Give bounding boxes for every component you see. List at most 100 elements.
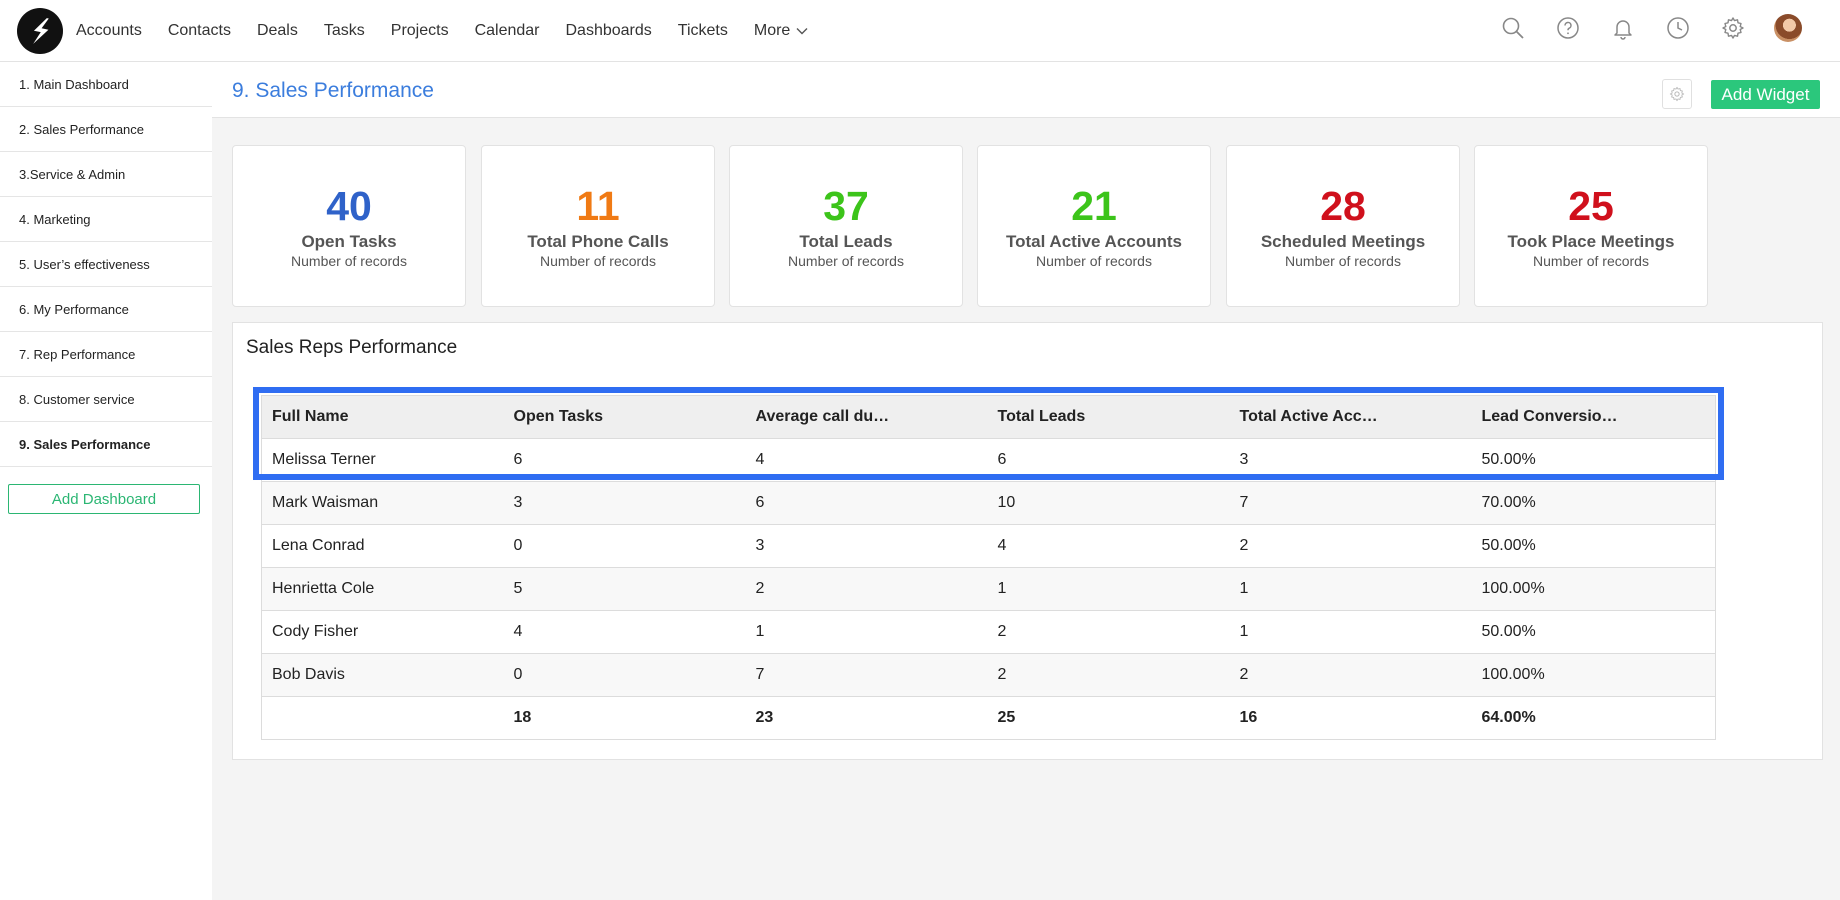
sidebar-item[interactable]: 8. Customer service bbox=[0, 377, 212, 422]
column-header[interactable]: Total Leads bbox=[987, 395, 1230, 439]
table-cell: 5 bbox=[503, 567, 746, 611]
user-avatar[interactable] bbox=[1774, 14, 1802, 42]
sidebar-item[interactable]: 1. Main Dashboard bbox=[0, 62, 212, 107]
table-cell: 50.00% bbox=[1471, 610, 1716, 654]
table-cell: 3 bbox=[503, 481, 746, 525]
table-cell: 1 bbox=[745, 610, 988, 654]
kpi-value: 40 bbox=[326, 183, 372, 229]
table-cell: 1 bbox=[1229, 567, 1472, 611]
search-icon[interactable] bbox=[1499, 14, 1527, 42]
kpi-value: 21 bbox=[1071, 183, 1117, 229]
table-cell: 0 bbox=[503, 653, 746, 697]
total-cell: 23 bbox=[745, 696, 988, 740]
sales-reps-table: Full Name Open Tasks Average call du… Total… bbox=[261, 395, 1716, 740]
nav-link-label: Accounts bbox=[76, 22, 142, 39]
sales-reps-panel: Sales Reps Performance Full Name Open Tas… bbox=[232, 322, 1823, 760]
nav-icons bbox=[1472, 14, 1802, 42]
nav-link-label: Tasks bbox=[323, 22, 365, 39]
kpi-subtitle: Number of records bbox=[1285, 253, 1401, 269]
sidebar-item[interactable]: 6. My Performance bbox=[0, 287, 212, 332]
total-cell: 16 bbox=[1229, 696, 1472, 740]
dashboard-settings-button[interactable] bbox=[1662, 79, 1692, 109]
nav-link-dashboards[interactable]: Dashboards bbox=[566, 22, 652, 40]
kpi-label: Total Active Accounts bbox=[1005, 232, 1182, 251]
app-logo[interactable] bbox=[17, 8, 63, 54]
nav-link-calendar[interactable]: Calendar bbox=[475, 22, 540, 40]
table-cell: 1 bbox=[987, 567, 1230, 611]
table-cell: 3 bbox=[1229, 438, 1472, 482]
sidebar-item[interactable]: 5. User’s effectiveness bbox=[0, 242, 212, 287]
bell-icon[interactable] bbox=[1609, 14, 1637, 42]
table-row[interactable]: Cody Fisher 4 1 2 1 50.00% bbox=[261, 610, 1716, 654]
table-row[interactable]: Henrietta Cole 5 2 1 1 100.00% bbox=[261, 567, 1716, 611]
table-row[interactable]: Melissa Terner 6 4 6 3 50.00% bbox=[261, 438, 1716, 482]
kpi-label: Open Tasks bbox=[301, 232, 397, 251]
column-header[interactable]: Average call du… bbox=[745, 395, 988, 439]
table-cell: 50.00% bbox=[1471, 524, 1716, 568]
kpi-label: Total Leads bbox=[799, 232, 893, 251]
kpi-card[interactable]: 11 Total Phone Calls Number of records bbox=[481, 145, 715, 307]
sidebar-item[interactable]: 3.Service & Admin bbox=[0, 152, 212, 197]
nav-link-label: More bbox=[753, 22, 791, 39]
nav-link-label: Contacts bbox=[167, 22, 231, 39]
help-icon[interactable] bbox=[1554, 14, 1582, 42]
sidebar-item[interactable]: 9. Sales Performance bbox=[0, 422, 212, 467]
add-widget-button[interactable]: Add Widget bbox=[1711, 80, 1820, 109]
nav-link-tasks[interactable]: Tasks bbox=[324, 22, 365, 40]
nav-links: Accounts Contacts Deals Tasks Projects Calend… bbox=[76, 0, 834, 62]
kpi-card[interactable]: 40 Open Tasks Number of records bbox=[232, 145, 466, 307]
top-nav: Accounts Contacts Deals Tasks Projects Calend… bbox=[0, 0, 1840, 62]
column-header[interactable]: Total Active Acc… bbox=[1229, 395, 1472, 439]
table-header-row: Full Name Open Tasks Average call du… Total… bbox=[261, 395, 1716, 439]
kpi-subtitle: Number of records bbox=[1533, 253, 1649, 269]
column-header[interactable]: Full Name bbox=[261, 395, 504, 439]
table-cell: Lena Conrad bbox=[261, 524, 504, 568]
table-cell: 4 bbox=[745, 438, 988, 482]
table-cell: 7 bbox=[745, 653, 988, 697]
gear-icon bbox=[1669, 86, 1685, 102]
nav-link-projects[interactable]: Projects bbox=[391, 22, 449, 40]
table-cell: 2 bbox=[987, 610, 1230, 654]
column-header[interactable]: Lead Conversio… bbox=[1471, 395, 1716, 439]
dashboard-list: 1. Main Dashboard 2. Sales Performance 3.S… bbox=[0, 62, 212, 467]
table-cell: 4 bbox=[987, 524, 1230, 568]
nav-link-tickets[interactable]: Tickets bbox=[678, 22, 728, 40]
kpi-subtitle: Number of records bbox=[291, 253, 407, 269]
table-totals-row: 18 23 25 16 64.00% bbox=[261, 696, 1716, 740]
table-row[interactable]: Lena Conrad 0 3 4 2 50.00% bbox=[261, 524, 1716, 568]
nav-link-accounts[interactable]: Accounts bbox=[76, 22, 142, 40]
table-cell: 7 bbox=[1229, 481, 1472, 525]
kpi-card[interactable]: 28 Scheduled Meetings Number of records bbox=[1226, 145, 1460, 307]
table-cell: 2 bbox=[1229, 524, 1472, 568]
nav-link-label: Calendar bbox=[474, 22, 540, 39]
nav-link-more[interactable]: More bbox=[754, 22, 808, 40]
add-dashboard-button[interactable]: Add Dashboard bbox=[8, 484, 200, 514]
total-cell: 25 bbox=[987, 696, 1230, 740]
table-cell: Cody Fisher bbox=[261, 610, 504, 654]
kpi-label: Scheduled Meetings bbox=[1260, 232, 1426, 251]
nav-link-deals[interactable]: Deals bbox=[257, 22, 298, 40]
total-cell: 64.00% bbox=[1471, 696, 1716, 740]
kpi-value: 25 bbox=[1568, 183, 1614, 229]
sidebar-item[interactable]: 7. Rep Performance bbox=[0, 332, 212, 377]
kpi-card[interactable]: 21 Total Active Accounts Number of records bbox=[977, 145, 1211, 307]
kpi-card[interactable]: 25 Took Place Meetings Number of records bbox=[1474, 145, 1708, 307]
table-body: Melissa Terner 6 4 6 3 50.00% Mark Waisman 3 6 10… bbox=[261, 438, 1716, 697]
sidebar-item[interactable]: 2. Sales Performance bbox=[0, 107, 212, 152]
kpi-subtitle: Number of records bbox=[540, 253, 656, 269]
column-header[interactable]: Open Tasks bbox=[503, 395, 746, 439]
table-row[interactable]: Mark Waisman 3 6 10 7 70.00% bbox=[261, 481, 1716, 525]
nav-link-contacts[interactable]: Contacts bbox=[168, 22, 231, 40]
settings-gear-icon[interactable] bbox=[1719, 14, 1747, 42]
table-cell: 2 bbox=[1229, 653, 1472, 697]
total-cell bbox=[261, 696, 504, 740]
clock-icon[interactable] bbox=[1664, 14, 1692, 42]
table-cell: 1 bbox=[1229, 610, 1472, 654]
page-title: 9. Sales Performance bbox=[232, 79, 434, 102]
panel-title: Sales Reps Performance bbox=[246, 337, 458, 358]
kpi-card[interactable]: 37 Total Leads Number of records bbox=[729, 145, 963, 307]
nav-link-label: Dashboards bbox=[565, 22, 652, 39]
table-row[interactable]: Bob Davis 0 7 2 2 100.00% bbox=[261, 653, 1716, 697]
sidebar-item[interactable]: 4. Marketing bbox=[0, 197, 212, 242]
kpi-label: Total Phone Calls bbox=[527, 232, 669, 251]
